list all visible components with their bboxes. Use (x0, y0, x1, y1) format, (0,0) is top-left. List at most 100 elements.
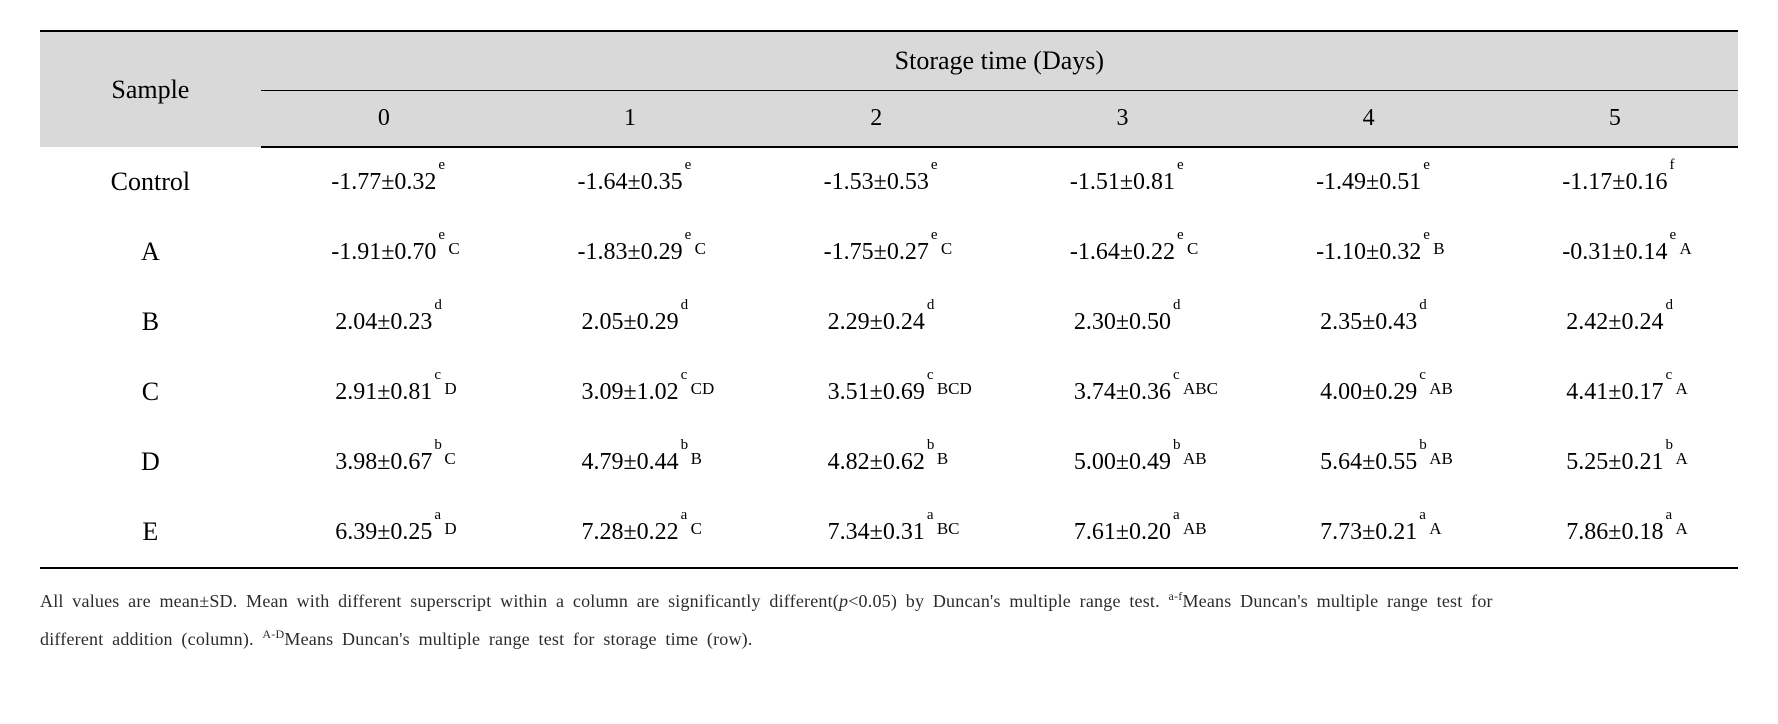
cell-value-wrap: 4.82±0.62bB (828, 450, 925, 474)
cell-value-wrap: 3.98±0.67bC (335, 450, 432, 474)
cell-value: -1.77±0.32 (331, 170, 436, 194)
cell-sup-col: e (931, 158, 938, 173)
cell-sup-row: A (1679, 240, 1691, 257)
table-row: E6.39±0.25aD7.28±0.22aC7.34±0.31aBC7.61±… (40, 497, 1738, 568)
cell-sup-row: C (695, 240, 706, 257)
cell-value-wrap: 5.64±0.55bAB (1320, 450, 1417, 474)
data-cell: 2.91±0.81cD (261, 357, 507, 427)
cell-value: 7.61±0.20 (1074, 520, 1171, 544)
cell-sup-row: A (1675, 380, 1687, 397)
cell-value: 4.79±0.44 (581, 450, 678, 474)
col-header-day: 0 (261, 91, 507, 148)
row-label: A (40, 217, 261, 287)
cell-sup-col: d (1419, 298, 1427, 313)
cell-sup-row: C (941, 240, 952, 257)
data-cell: 7.28±0.22aC (507, 497, 753, 568)
data-cell: -1.17±0.16f (1492, 147, 1738, 217)
data-cell: 2.04±0.23d (261, 287, 507, 357)
cell-value-wrap: -1.49±0.51e (1316, 170, 1421, 194)
data-cell: 2.35±0.43d (1246, 287, 1492, 357)
cell-value: -1.91±0.70 (331, 240, 436, 264)
cell-sup-col: c (1665, 368, 1672, 383)
cell-sup-col: e (1423, 158, 1430, 173)
data-cell: 2.05±0.29d (507, 287, 753, 357)
data-table: Sample Storage time (Days) 0 1 2 3 4 5 C… (40, 30, 1738, 569)
table-row: B 2.04±0.23d 2.05±0.29d 2.29±0.24d 2.30±0.50… (40, 287, 1738, 357)
cell-sup-col: a (1665, 508, 1672, 523)
cell-sup-row: AB (1429, 380, 1453, 397)
cell-value-wrap: 4.00±0.29cAB (1320, 380, 1417, 404)
cell-sup-col: b (434, 438, 442, 453)
cell-sup-col: d (1173, 298, 1181, 313)
cell-value-wrap: -1.75±0.27eC (824, 240, 929, 264)
cell-sup-col: e (685, 158, 692, 173)
cell-value-wrap: 2.30±0.50d (1074, 310, 1171, 334)
cell-sup-row: BC (937, 520, 960, 537)
data-cell: 7.73±0.21aA (1246, 497, 1492, 568)
cell-sup-col: a (1419, 508, 1426, 523)
cell-value: 5.25±0.21 (1566, 450, 1663, 474)
cell-sup-col: e (1669, 228, 1676, 243)
cell-value: 2.91±0.81 (335, 380, 432, 404)
row-label: B (40, 287, 261, 357)
footnote-pvalue: p (839, 591, 848, 611)
cell-value: 3.74±0.36 (1074, 380, 1171, 404)
cell-sup-row: A (1429, 520, 1441, 537)
cell-sup-col: d (681, 298, 689, 313)
cell-sup-col: a (1173, 508, 1180, 523)
cell-sup-col: c (681, 368, 688, 383)
data-cell: -0.31±0.14eA (1492, 217, 1738, 287)
table-row: A-1.91±0.70eC-1.83±0.29eC-1.75±0.27eC-1.… (40, 217, 1738, 287)
cell-value-wrap: -0.31±0.14eA (1562, 240, 1667, 264)
cell-value-wrap: 3.09±1.02cCD (581, 380, 678, 404)
cell-sup-col: d (1665, 298, 1673, 313)
cell-sup-col: c (434, 368, 441, 383)
col-header-day: 4 (1246, 91, 1492, 148)
cell-sup-col: c (1173, 368, 1180, 383)
data-cell: 6.39±0.25aD (261, 497, 507, 568)
cell-value-wrap: 2.04±0.23d (335, 310, 432, 334)
cell-sup-col: a (434, 508, 441, 523)
cell-sup-col: b (1173, 438, 1181, 453)
cell-sup-row: B (937, 450, 948, 467)
cell-value-wrap: 5.00±0.49bAB (1074, 450, 1171, 474)
cell-value-wrap: -1.77±0.32e (331, 170, 436, 194)
cell-sup-col: e (685, 228, 692, 243)
cell-value-wrap: 7.28±0.22aC (581, 520, 678, 544)
row-label: D (40, 427, 261, 497)
cell-value: -1.83±0.29 (577, 240, 682, 264)
cell-value: 5.00±0.49 (1074, 450, 1171, 474)
table-body: Control-1.77±0.32e-1.64±0.35e-1.53±0.53e… (40, 147, 1738, 568)
cell-value-wrap: 4.79±0.44bB (581, 450, 678, 474)
data-cell: -1.64±0.35e (507, 147, 753, 217)
cell-value: 4.00±0.29 (1320, 380, 1417, 404)
footnote-text: different addition (column). (40, 629, 262, 649)
table-head: Sample Storage time (Days) 0 1 2 3 4 5 (40, 31, 1738, 147)
cell-sup-col: e (1423, 228, 1430, 243)
table-row: D3.98±0.67bC4.79±0.44bB4.82±0.62bB5.00±0… (40, 427, 1738, 497)
cell-value-wrap: 2.42±0.24d (1566, 310, 1663, 334)
cell-value: -1.17±0.16 (1562, 170, 1667, 194)
cell-value: 2.30±0.50 (1074, 310, 1171, 334)
data-cell: 5.00±0.49bAB (999, 427, 1245, 497)
cell-value: -1.10±0.32 (1316, 240, 1421, 264)
cell-value-wrap: -1.51±0.81e (1070, 170, 1175, 194)
cell-value-wrap: -1.83±0.29eC (577, 240, 682, 264)
cell-value-wrap: 2.29±0.24d (828, 310, 925, 334)
data-cell: -1.75±0.27eC (753, 217, 999, 287)
row-label: C (40, 357, 261, 427)
table-footnote: All values are mean±SD. Mean with differ… (40, 583, 1738, 659)
data-cell: -1.51±0.81e (999, 147, 1245, 217)
cell-value: 3.98±0.67 (335, 450, 432, 474)
cell-sup-row: D (444, 380, 456, 397)
cell-sup-row: B (691, 450, 702, 467)
cell-sup-row: ABC (1183, 380, 1218, 397)
cell-value-wrap: 4.41±0.17cA (1566, 380, 1663, 404)
cell-sup-col: d (434, 298, 442, 313)
cell-sup-col: b (1665, 438, 1673, 453)
cell-sup-col: f (1669, 158, 1674, 173)
cell-sup-row: D (444, 520, 456, 537)
cell-value-wrap: 2.05±0.29d (581, 310, 678, 334)
cell-value-wrap: 7.86±0.18aA (1566, 520, 1663, 544)
cell-sup-col: e (1177, 158, 1184, 173)
